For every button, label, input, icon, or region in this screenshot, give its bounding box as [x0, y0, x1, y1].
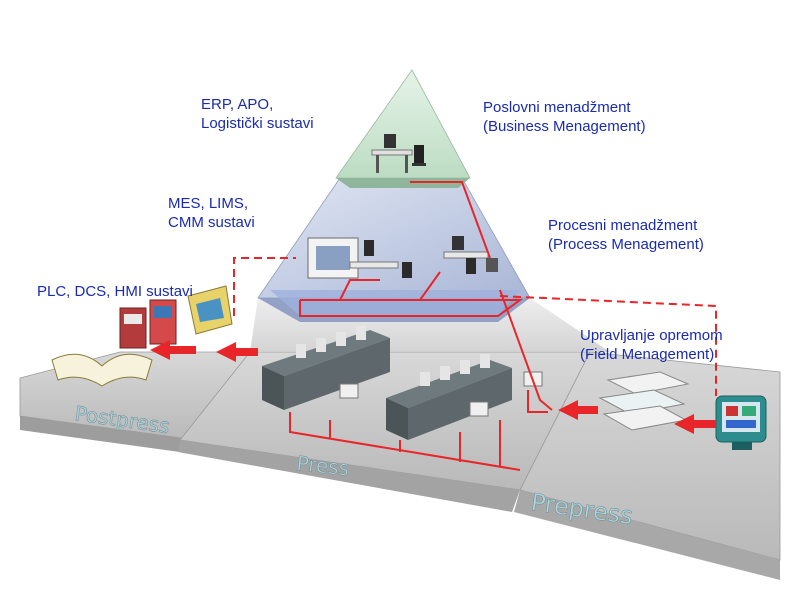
top-workstation — [371, 134, 426, 173]
label-business-line2: (Business Menagement) — [483, 118, 646, 135]
arrow-left-icon — [216, 342, 258, 362]
pyramid-middle-section — [257, 177, 531, 299]
flow-arrows — [150, 340, 716, 434]
label-plc: PLC, DCS, HMI sustavi — [37, 283, 193, 300]
arrow-left-icon — [558, 400, 598, 420]
zone-label-press: Press — [295, 451, 350, 480]
network-lines — [233, 181, 717, 471]
label-field-line1: Upravljanje opremom — [580, 327, 723, 344]
middle-workstations — [307, 236, 498, 279]
label-field-line2: (Field Menagement) — [580, 346, 715, 363]
press-machines — [262, 326, 543, 440]
pyramid — [250, 69, 610, 352]
label-mes-line2: CMM sustavi — [168, 214, 255, 231]
monitor-icon — [715, 395, 767, 450]
label-mes-line1: MES, LIMS, — [168, 195, 249, 212]
prepress-items — [598, 371, 767, 450]
label-process-line1: Procesni menadžment — [548, 217, 698, 234]
label-process-line2: (Process Menagement) — [548, 236, 704, 253]
arrow-left-icon — [674, 414, 716, 434]
label-business-line1: Poslovni menadžment — [483, 99, 631, 116]
postpress-items — [51, 285, 233, 387]
label-erp-line1: ERP, APO, — [201, 96, 274, 113]
arrow-left-icon — [150, 340, 196, 360]
pyramid-top-section — [335, 69, 471, 179]
label-erp-line2: Logistički sustavi — [201, 115, 314, 132]
open-book-icon — [51, 353, 153, 387]
